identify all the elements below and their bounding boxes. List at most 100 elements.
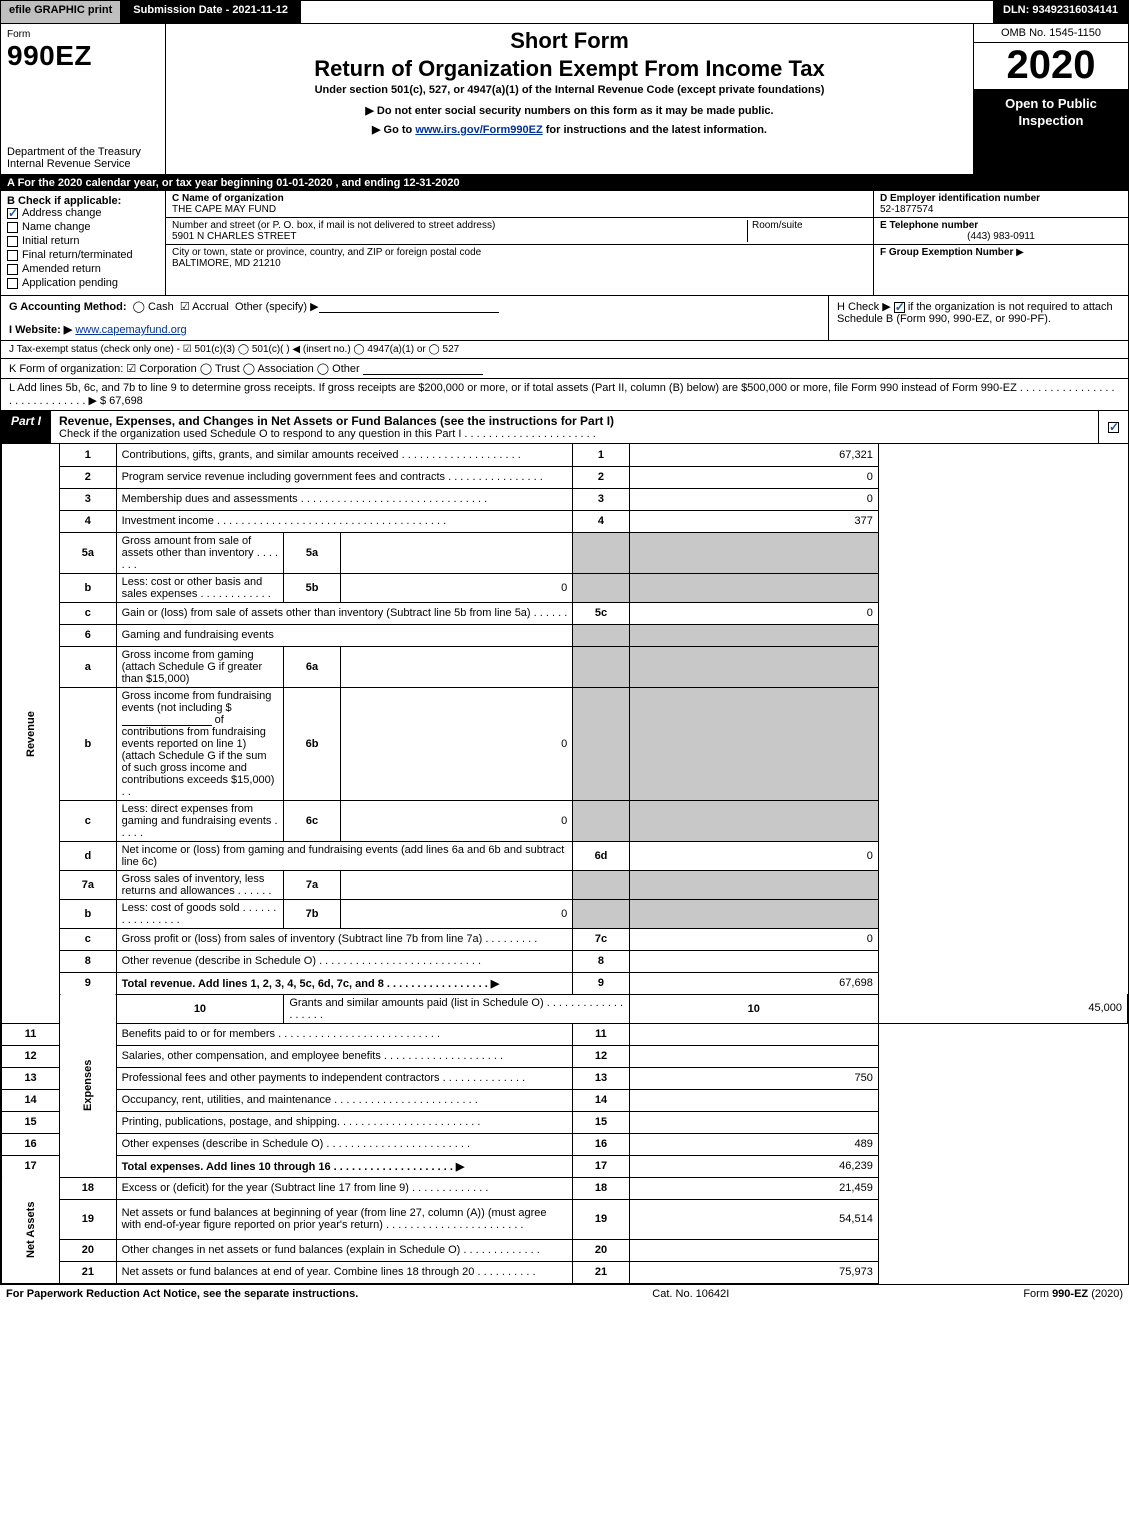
- desc: Excess or (deficit) for the year (Subtra…: [116, 1177, 573, 1199]
- website-link[interactable]: www.capemayfund.org: [75, 324, 186, 336]
- irs-link[interactable]: www.irs.gov/Form990EZ: [415, 124, 542, 136]
- table-row: 15Printing, publications, postage, and s…: [2, 1111, 1128, 1133]
- title-short-form: Short Form: [176, 28, 963, 54]
- subln: 6b: [284, 687, 340, 800]
- checkbox-icon: [894, 302, 905, 313]
- ln: 5a: [60, 532, 116, 573]
- row-k: K Form of organization: ☑ Corporation ◯ …: [1, 359, 1128, 379]
- desc: Net assets or fund balances at end of ye…: [116, 1261, 573, 1283]
- ln: 12: [2, 1045, 60, 1067]
- table-row: cGain or (loss) from sale of assets othe…: [2, 602, 1128, 624]
- table-row: b Gross income from fundraising events (…: [2, 687, 1128, 800]
- ln: 15: [2, 1111, 60, 1133]
- numcol: 7c: [573, 928, 629, 950]
- row-k-text: K Form of organization: ☑ Corporation ◯ …: [9, 363, 360, 375]
- page-footer: For Paperwork Reduction Act Notice, see …: [0, 1285, 1129, 1303]
- desc: Total revenue. Add lines 1, 2, 3, 4, 5c,…: [116, 972, 573, 994]
- title-main: Return of Organization Exempt From Incom…: [176, 56, 963, 82]
- amt: [629, 1111, 878, 1133]
- note-goto-post: for instructions and the latest informat…: [543, 124, 767, 136]
- table-row: 9Total revenue. Add lines 1, 2, 3, 4, 5c…: [2, 972, 1128, 994]
- row-a-calendar-year: A For the 2020 calendar year, or tax yea…: [1, 175, 1128, 191]
- g-accrual: Accrual: [192, 301, 229, 313]
- chk-label: Name change: [22, 221, 91, 233]
- numcol: [573, 800, 629, 841]
- table-row: bLess: cost or other basis and sales exp…: [2, 573, 1128, 602]
- chk-label: Initial return: [22, 235, 79, 247]
- desc: Net assets or fund balances at beginning…: [116, 1199, 573, 1239]
- amt: 0: [629, 841, 878, 870]
- note-goto-pre: ▶ Go to: [372, 124, 415, 136]
- chk-amended-return[interactable]: Amended return: [7, 263, 159, 275]
- desc: Other changes in net assets or fund bala…: [116, 1239, 573, 1261]
- subln: 7b: [284, 899, 340, 928]
- efile-print-button[interactable]: efile GRAPHIC print: [1, 1, 121, 23]
- part1-header: Part I Revenue, Expenses, and Changes in…: [1, 411, 1128, 444]
- amt: [629, 899, 878, 928]
- ln: 3: [60, 488, 116, 510]
- table-row: 4Investment income . . . . . . . . . . .…: [2, 510, 1128, 532]
- h-pre: H Check ▶: [837, 301, 894, 313]
- dept-treasury: Department of the Treasury Internal Reve…: [7, 146, 159, 170]
- desc: Gross income from gaming (attach Schedul…: [116, 646, 284, 687]
- checkbox-icon: [7, 208, 18, 219]
- desc: Program service revenue including govern…: [116, 466, 573, 488]
- g-other: Other (specify) ▶: [235, 301, 319, 313]
- footer-cat-no: Cat. No. 10642I: [652, 1288, 729, 1300]
- table-row: 8Other revenue (describe in Schedule O) …: [2, 950, 1128, 972]
- ln: a: [60, 646, 116, 687]
- amt: [629, 950, 878, 972]
- table-row: bLess: cost of goods sold . . . . . . . …: [2, 899, 1128, 928]
- numcol: [573, 899, 629, 928]
- part1-checkbox-cell[interactable]: [1098, 411, 1128, 443]
- chk-initial-return[interactable]: Initial return: [7, 235, 159, 247]
- table-row: Expenses 10Grants and similar amounts pa…: [2, 994, 1128, 1023]
- table-row: cLess: direct expenses from gaming and f…: [2, 800, 1128, 841]
- chk-label: Final return/terminated: [22, 249, 133, 261]
- box-def: D Employer identification number 52-1877…: [873, 191, 1128, 295]
- table-row: 19Net assets or fund balances at beginni…: [2, 1199, 1128, 1239]
- row-l: L Add lines 5b, 6c, and 7b to line 9 to …: [1, 379, 1128, 411]
- numcol: [573, 687, 629, 800]
- title-subtitle: Under section 501(c), 527, or 4947(a)(1)…: [176, 84, 963, 96]
- table-row: 3Membership dues and assessments . . . .…: [2, 488, 1128, 510]
- numcol: 21: [573, 1261, 629, 1283]
- k-other-blank: [363, 363, 483, 375]
- subval: [340, 646, 573, 687]
- box-c: C Name of organization THE CAPE MAY FUND…: [166, 191, 873, 295]
- footer-right-pre: Form: [1023, 1288, 1052, 1300]
- table-row: 16Other expenses (describe in Schedule O…: [2, 1133, 1128, 1155]
- revenue-side-label: Revenue: [2, 444, 60, 1023]
- netassets-side-label: Net Assets: [2, 1177, 60, 1283]
- numcol: 12: [573, 1045, 629, 1067]
- ln: b: [60, 899, 116, 928]
- row-j: J Tax-exempt status (check only one) - ☑…: [1, 341, 1128, 359]
- footer-right: Form 990-EZ (2020): [1023, 1288, 1123, 1300]
- chk-final-return[interactable]: Final return/terminated: [7, 249, 159, 261]
- checkbox-icon: [7, 222, 18, 233]
- checkbox-icon: [7, 250, 18, 261]
- numcol: 1: [573, 444, 629, 466]
- numcol: 17: [573, 1155, 629, 1177]
- form-number: 990EZ: [7, 40, 92, 71]
- amt: 489: [629, 1133, 878, 1155]
- form-header: Form 990EZ Department of the Treasury In…: [1, 24, 1128, 175]
- part1-title: Revenue, Expenses, and Changes in Net As…: [51, 411, 1098, 443]
- ln: 8: [60, 950, 116, 972]
- c-street-label: Number and street (or P. O. box, if mail…: [172, 220, 495, 231]
- table-row: cGross profit or (loss) from sales of in…: [2, 928, 1128, 950]
- ln: 20: [60, 1239, 116, 1261]
- desc: Contributions, gifts, grants, and simila…: [116, 444, 573, 466]
- desc-17: Total expenses. Add lines 10 through 16 …: [122, 1161, 465, 1173]
- chk-name-change[interactable]: Name change: [7, 221, 159, 233]
- box-b-title: B Check if applicable:: [7, 195, 159, 207]
- omb-number: OMB No. 1545-1150: [974, 24, 1128, 43]
- chk-address-change[interactable]: Address change: [7, 207, 159, 219]
- ln: 10: [116, 994, 284, 1023]
- chk-application-pending[interactable]: Application pending: [7, 277, 159, 289]
- desc-9: Total revenue. Add lines 1, 2, 3, 4, 5c,…: [122, 978, 500, 990]
- submission-date-button[interactable]: Submission Date - 2021-11-12: [121, 1, 301, 23]
- amt: 21,459: [629, 1177, 878, 1199]
- desc: Less: cost of goods sold . . . . . . . .…: [116, 899, 284, 928]
- numcol: 20: [573, 1239, 629, 1261]
